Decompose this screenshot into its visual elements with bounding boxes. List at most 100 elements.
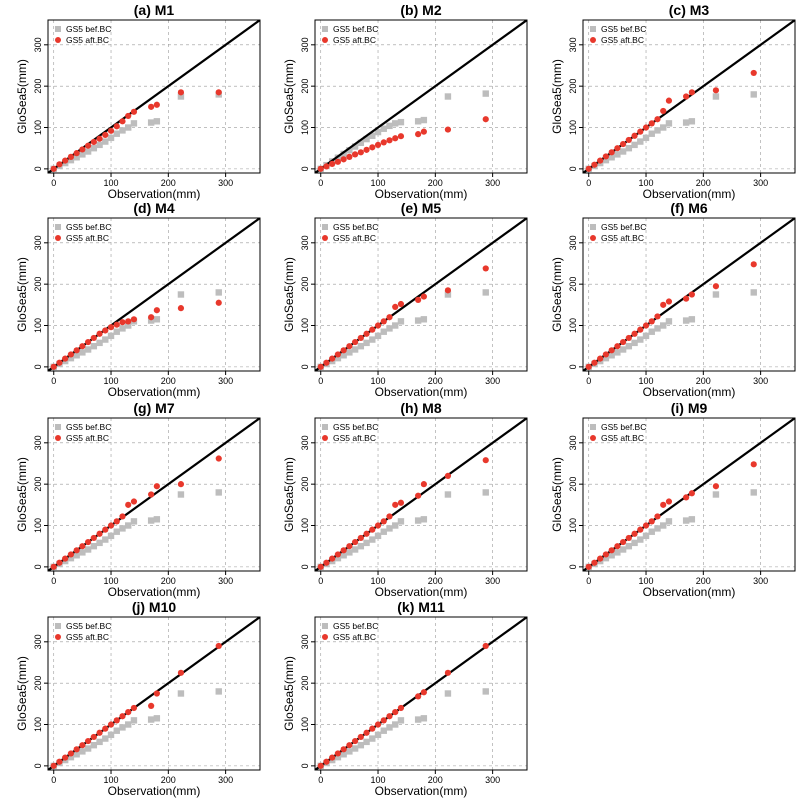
point-after-bc	[397, 499, 405, 506]
point-before-bc	[90, 542, 98, 550]
point-after-bc	[130, 108, 138, 115]
x-tick-label: 100	[104, 376, 119, 386]
point-before-bc	[153, 516, 161, 523]
point-after-bc	[625, 334, 632, 342]
point-after-bc	[153, 483, 160, 490]
point-after-bc	[631, 132, 638, 139]
point-after-bc	[148, 491, 155, 498]
point-before-bc	[444, 491, 452, 498]
plot-area	[48, 617, 260, 770]
point-before-bc	[357, 741, 365, 749]
point-after-bc	[750, 461, 757, 468]
point-before-bc	[648, 528, 655, 535]
point-after-bc	[119, 713, 126, 720]
one-to-one-line	[315, 20, 527, 173]
point-after-bc	[113, 123, 120, 130]
legend-label-before-bc: GS5 bef.BC	[333, 222, 378, 232]
legend-key-after-bc	[590, 235, 596, 241]
point-before-bc	[125, 124, 132, 131]
point-after-bc	[352, 538, 359, 546]
legend-label-after-bc: GS5 aft.BC	[333, 233, 376, 243]
point-after-bc	[585, 563, 592, 570]
point-after-bc	[62, 555, 69, 562]
panel-title: (g) M7	[133, 400, 174, 416]
point-after-bc	[602, 351, 610, 358]
plot-frame	[314, 19, 528, 174]
point-after-bc	[50, 363, 57, 370]
point-before-bc	[84, 546, 92, 553]
point-after-bc	[688, 89, 695, 96]
y-tick-label: 300	[300, 634, 310, 649]
point-before-bc	[420, 116, 428, 124]
x-tick-label: 300	[485, 178, 500, 188]
point-after-bc	[420, 689, 427, 696]
y-tick-label: 200	[300, 79, 310, 94]
point-before-bc	[392, 522, 399, 529]
legend-label-after-bc: GS5 aft.BC	[333, 433, 376, 443]
point-before-bc	[712, 291, 720, 298]
point-after-bc	[392, 303, 399, 311]
point-after-bc	[420, 481, 427, 488]
point-before-bc	[153, 316, 161, 323]
x-tick-label: 100	[371, 376, 386, 386]
point-after-bc	[357, 334, 364, 342]
point-before-bc	[130, 120, 138, 127]
point-before-bc	[351, 546, 359, 553]
point-after-bc	[585, 165, 592, 172]
x-axis-label: Observation(mm)	[375, 187, 468, 201]
point-before-bc	[346, 147, 353, 154]
point-after-bc	[386, 314, 393, 321]
point-before-bc	[119, 525, 126, 532]
y-axis-label: GloSea5(mm)	[282, 59, 296, 134]
point-after-bc	[346, 343, 353, 350]
plot-frame	[314, 417, 528, 572]
point-after-bc	[386, 513, 393, 520]
point-after-bc	[113, 518, 120, 525]
point-before-bc	[119, 325, 126, 332]
point-before-bc	[482, 289, 489, 296]
point-after-bc	[444, 472, 452, 479]
x-tick-label: 300	[485, 376, 500, 386]
point-before-bc	[397, 118, 405, 126]
x-tick-label: 200	[428, 576, 443, 586]
point-after-bc	[415, 296, 422, 303]
y-tick-label: 200	[33, 477, 43, 492]
point-after-bc	[608, 547, 615, 554]
point-before-bc	[340, 150, 347, 158]
point-before-bc	[374, 332, 382, 340]
point-after-bc	[130, 498, 138, 505]
point-before-bc	[113, 528, 120, 535]
point-before-bc	[397, 717, 405, 724]
x-tick-label: 200	[696, 178, 711, 188]
point-before-bc	[369, 132, 376, 139]
point-after-bc	[637, 128, 644, 135]
y-tick-label: 100	[300, 717, 310, 732]
point-after-bc	[153, 690, 160, 697]
y-tick-label: 0	[300, 763, 310, 768]
point-after-bc	[591, 559, 598, 566]
panel-9: (i) M9 0 0 100 100 200 200 300 300 Observation(mm…	[550, 400, 796, 599]
point-after-bc	[62, 754, 69, 761]
point-after-bc	[392, 135, 399, 142]
point-before-bc	[346, 349, 353, 356]
panel-2: (b) M2 0 0 100 100 200 200 300 300 Observation(mm…	[282, 2, 528, 201]
point-before-bc	[648, 328, 655, 335]
point-after-bc	[130, 316, 138, 323]
x-tick-label: 200	[161, 775, 176, 785]
panel-title: (c) M3	[669, 2, 710, 18]
point-after-bc	[79, 543, 86, 550]
y-tick-label: 300	[568, 37, 578, 52]
y-tick-label: 0	[33, 166, 43, 171]
point-after-bc	[602, 153, 610, 160]
y-tick-label: 200	[568, 277, 578, 292]
legend-key-before-bc	[322, 424, 328, 430]
point-before-bc	[380, 125, 387, 132]
x-tick-label: 200	[161, 178, 176, 188]
point-before-bc	[130, 518, 138, 525]
point-before-bc	[444, 291, 452, 298]
point-after-bc	[369, 144, 376, 151]
point-before-bc	[79, 151, 86, 158]
point-after-bc	[346, 153, 353, 160]
point-before-bc	[386, 724, 393, 731]
